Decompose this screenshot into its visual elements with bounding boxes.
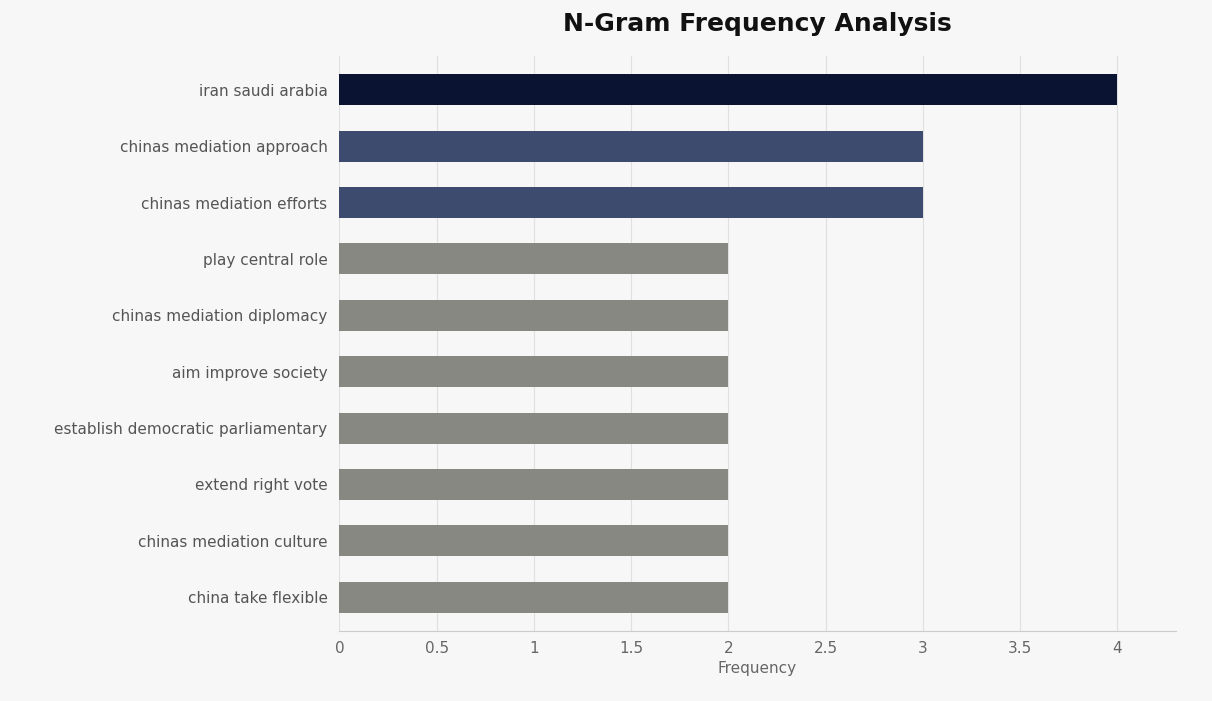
Bar bbox=[339, 469, 728, 500]
Bar bbox=[339, 187, 922, 218]
Bar bbox=[339, 525, 728, 556]
Bar bbox=[339, 74, 1117, 105]
Bar bbox=[339, 582, 728, 613]
Title: N-Gram Frequency Analysis: N-Gram Frequency Analysis bbox=[564, 12, 951, 36]
X-axis label: Frequency: Frequency bbox=[718, 661, 797, 676]
Bar bbox=[339, 131, 922, 162]
Bar bbox=[339, 412, 728, 444]
Bar bbox=[339, 356, 728, 387]
Bar bbox=[339, 243, 728, 275]
Bar bbox=[339, 300, 728, 331]
